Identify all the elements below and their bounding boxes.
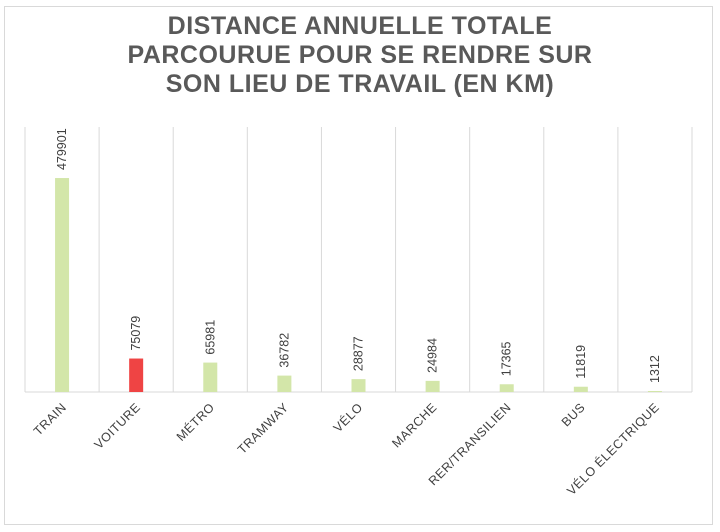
- bars: [55, 178, 662, 392]
- value-label: 1312: [648, 355, 662, 383]
- value-label: 28877: [352, 336, 366, 371]
- category-label: MÉTRO: [173, 400, 217, 444]
- value-label: 24984: [426, 338, 440, 373]
- category-tick-labels: TRAIN VOITURE MÉTRO TRAMWAY VÉLO MARCHERER/TR…: [31, 400, 662, 498]
- value-label: 11819: [574, 345, 588, 379]
- category-label: VÉLO: [330, 400, 366, 436]
- category-label: BUS: [559, 400, 588, 429]
- value-label: 36782: [277, 333, 291, 368]
- category-label: VOITURE: [92, 400, 144, 452]
- value-label: 479901: [55, 128, 69, 170]
- value-label: 65981: [203, 320, 217, 355]
- chart-title-line-3: SON LIEU DE TRAVAIL (EN KM): [165, 70, 555, 98]
- bar-0: [55, 178, 70, 392]
- bar-4: [351, 379, 366, 392]
- chart-title-line-2: PARCOURUE POUR SE RENDRE SUR: [127, 41, 593, 69]
- chart-frame: [4, 6, 713, 525]
- bar-5: [425, 380, 440, 392]
- bar-7: [573, 386, 588, 392]
- bar-8: [647, 391, 662, 392]
- category-label: MARCHE: [389, 400, 439, 450]
- bar-2: [203, 362, 218, 392]
- value-label: 75079: [129, 316, 143, 351]
- value-labels: 479901 75079 65981 36782 28877 24984 17365 1181…: [55, 128, 662, 383]
- value-label: 17365: [500, 341, 514, 376]
- category-label: RER/TRANSILIEN: [426, 400, 514, 488]
- category-label: TRAMWAY: [235, 400, 292, 457]
- bar-3: [277, 375, 292, 392]
- chart-title: DISTANCE ANNUELLE TOTALE PARCOURUE POUR …: [0, 12, 720, 99]
- bar-1: [129, 358, 144, 392]
- chart-title-line-1: DISTANCE ANNUELLE TOTALE: [167, 12, 553, 40]
- bar-6: [499, 384, 514, 392]
- category-label: TRAIN: [31, 400, 69, 438]
